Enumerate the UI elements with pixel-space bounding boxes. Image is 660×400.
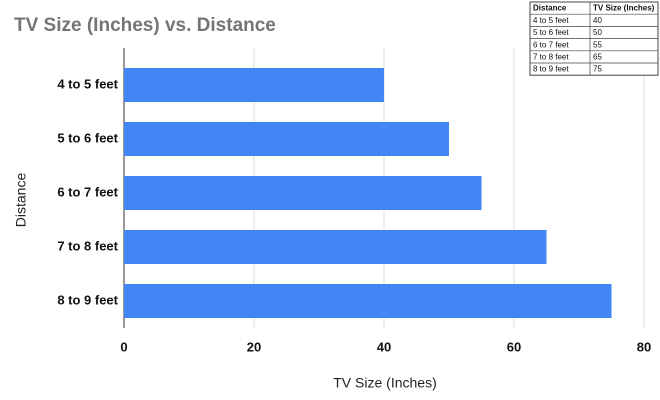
table-header-cell: TV Size (Inches) [593, 4, 655, 13]
bar [124, 230, 547, 264]
x-tick-label: 40 [377, 339, 391, 354]
table-cell: 6 to 7 feet [533, 40, 569, 49]
table-cell: 7 to 8 feet [533, 53, 569, 62]
table-cell: 65 [593, 53, 602, 62]
y-tick-label: 4 to 5 feet [57, 76, 118, 91]
x-tick-label: 20 [247, 339, 261, 354]
chart-title: TV Size (Inches) vs. Distance [14, 15, 276, 36]
bar [124, 176, 482, 210]
table-cell: 55 [593, 40, 602, 49]
y-tick-label: 6 to 7 feet [57, 184, 118, 199]
table-cell: 5 to 6 feet [533, 28, 569, 37]
bar [124, 68, 384, 102]
y-tick-label: 5 to 6 feet [57, 130, 118, 145]
table-cell: 75 [593, 65, 602, 74]
y-tick-label: 8 to 9 feet [57, 292, 118, 307]
bar [124, 122, 449, 156]
y-axis-label: Distance [13, 173, 29, 228]
table-cell: 40 [593, 16, 602, 25]
table-cell: 50 [593, 28, 602, 37]
table-cell: 8 to 9 feet [533, 65, 569, 74]
bar [124, 284, 612, 318]
x-tick-label: 0 [120, 339, 127, 354]
x-tick-label: 60 [507, 339, 521, 354]
x-axis-label: TV Size (Inches) [333, 375, 436, 391]
x-tick-label: 80 [637, 339, 651, 354]
table-cell: 4 to 5 feet [533, 16, 569, 25]
table-header-cell: Distance [533, 4, 567, 13]
y-tick-label: 7 to 8 feet [57, 238, 118, 253]
